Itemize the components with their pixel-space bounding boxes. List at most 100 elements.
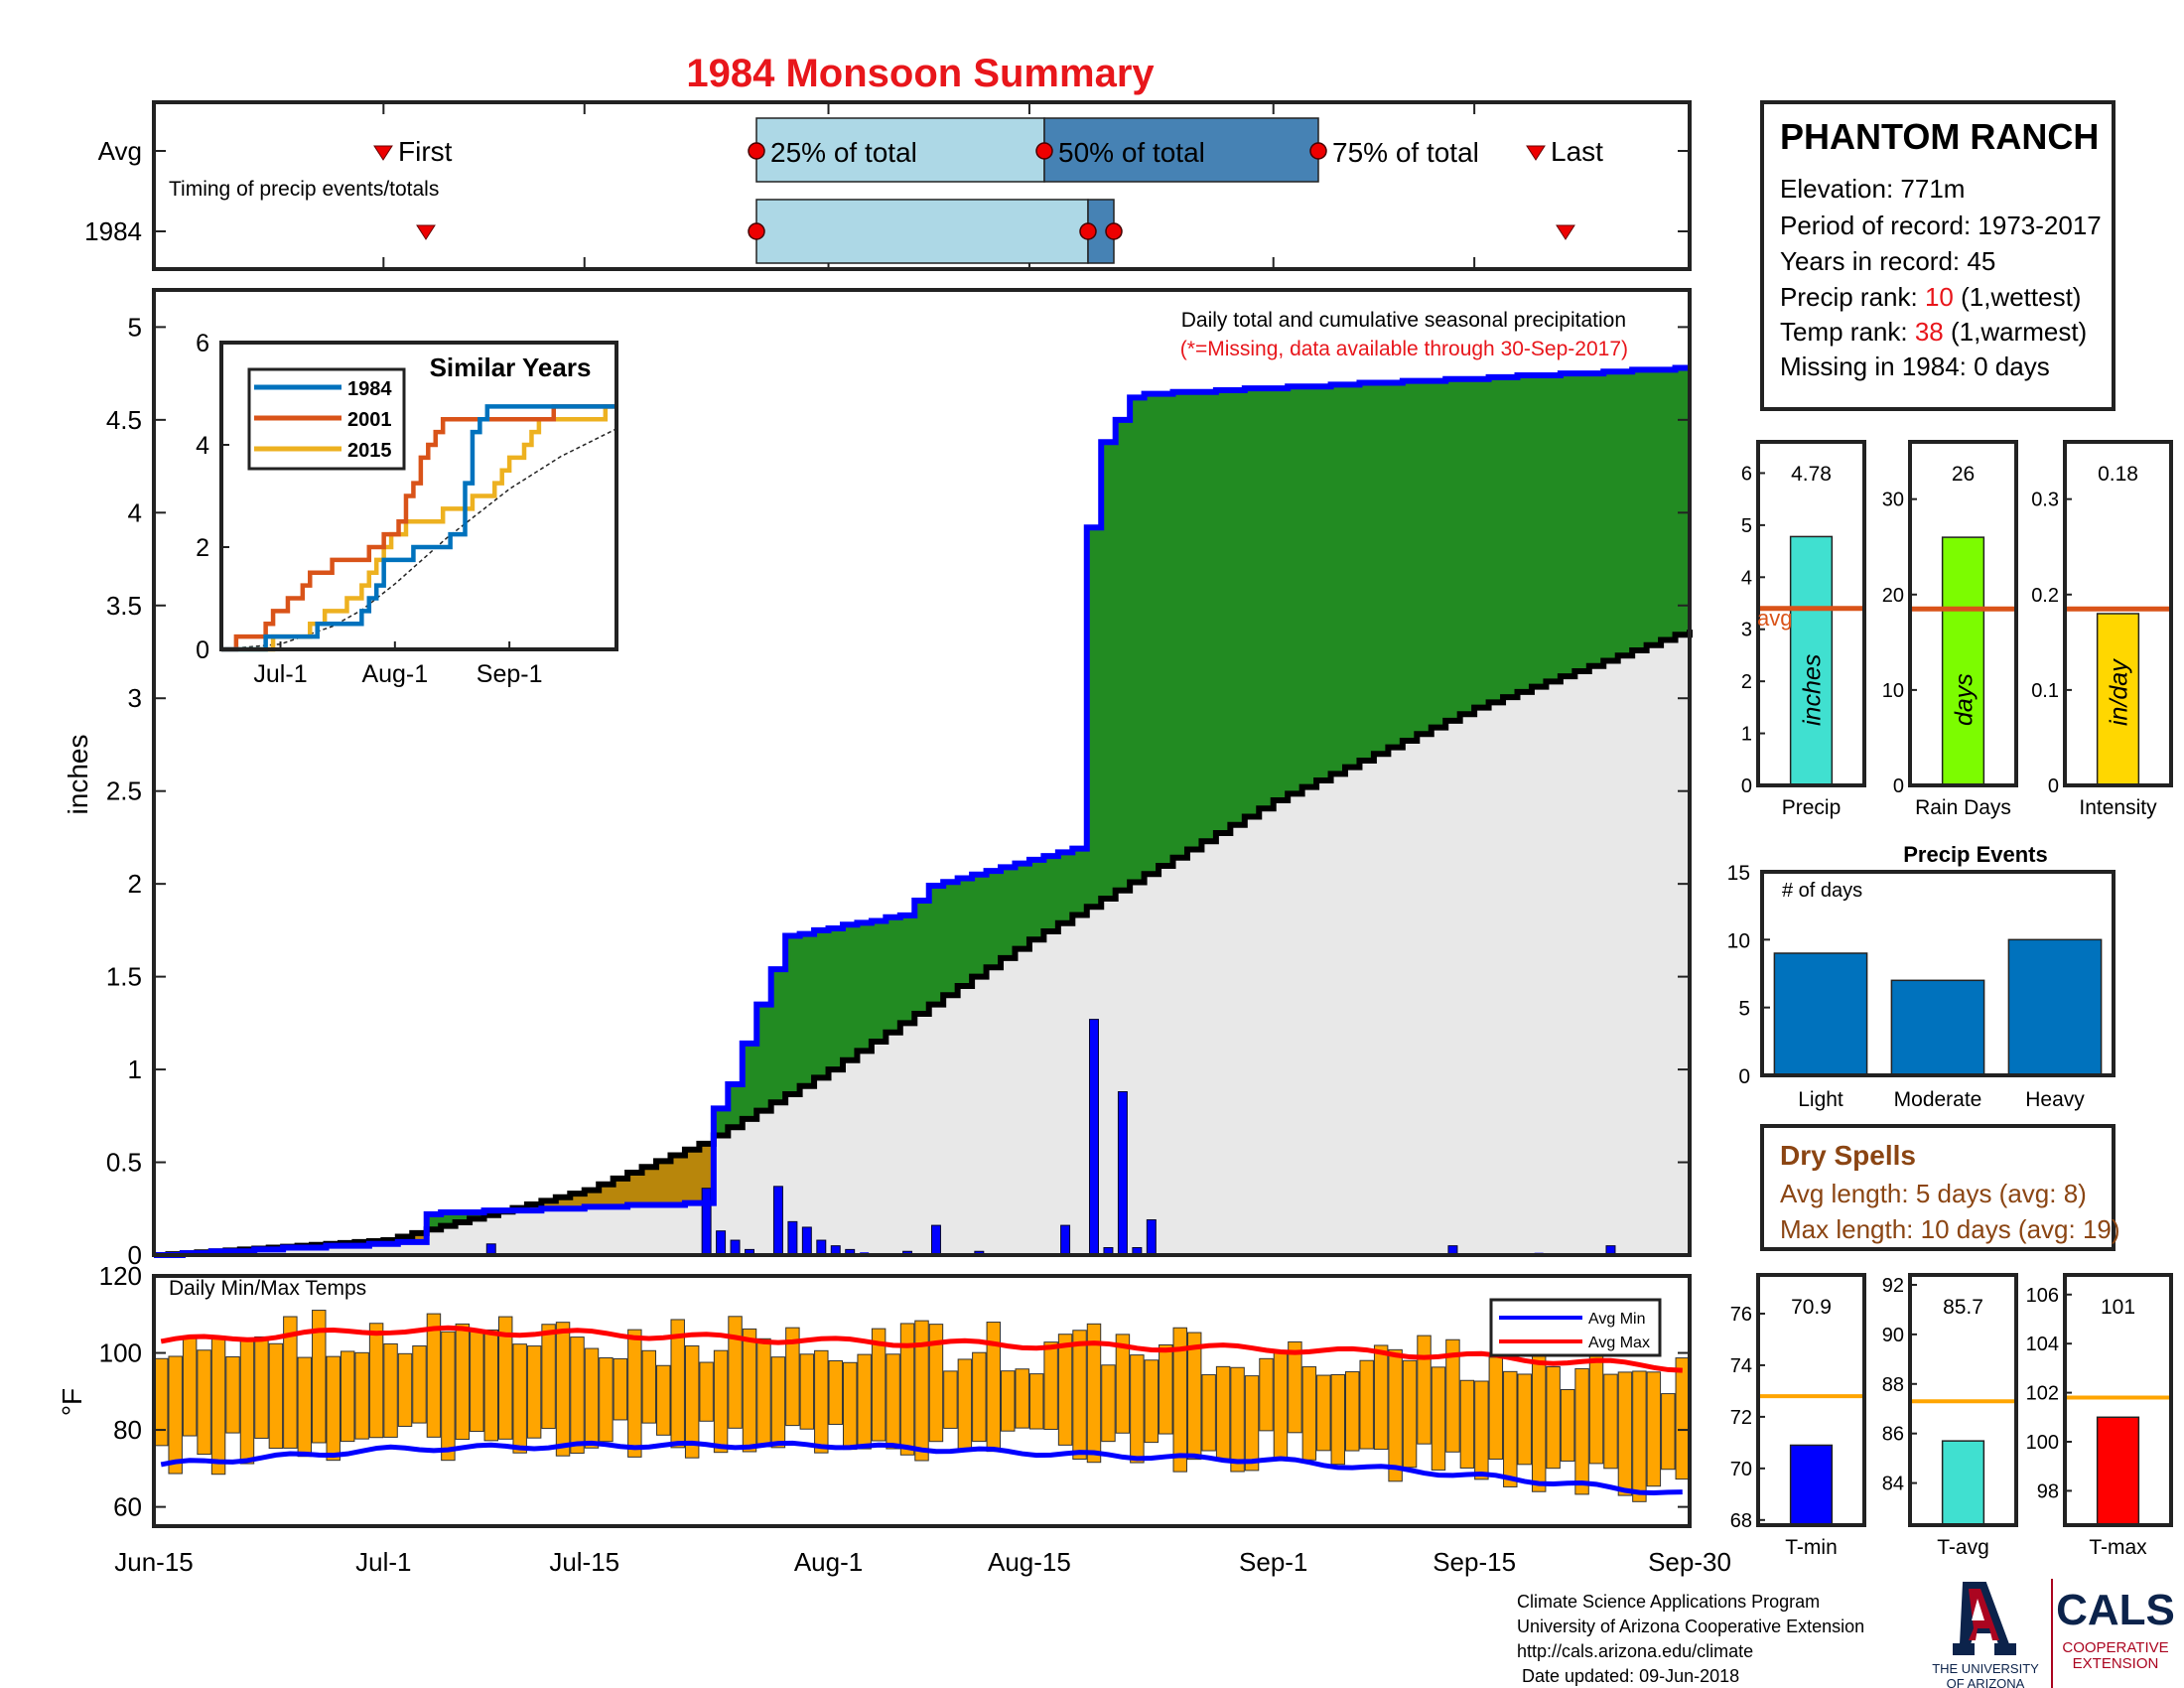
temps-y-axis-label: °F — [57, 1388, 87, 1416]
precip-y-tick: 0.5 — [106, 1148, 142, 1178]
daily-precip-bar — [1117, 1091, 1128, 1256]
daily-temp-bar — [197, 1349, 211, 1456]
intensity-summary: 0 0.1 0.2 0.3 0.18 Intensity in/day — [2031, 440, 2173, 819]
daily-precip-bar — [1146, 1218, 1157, 1256]
daily-temp-bar — [1273, 1350, 1289, 1461]
precip-summary-label: Precip — [1782, 796, 1842, 819]
daily-temp-bar — [383, 1342, 398, 1438]
inset-title: Similar Years — [430, 352, 592, 382]
dry-spells-panel: Dry Spells Avg length: 5 days (avg: 8) M… — [1760, 1124, 2120, 1251]
inset-y-tick: 4 — [196, 432, 209, 460]
daily-precip-bar — [930, 1224, 941, 1256]
precip-event-category: Heavy — [2025, 1088, 2085, 1111]
legend-avg-max: Avg Max — [1588, 1335, 1650, 1351]
legend-avg-min: Avg Min — [1588, 1311, 1646, 1328]
daily-precip-bar — [701, 1188, 712, 1256]
tavg-summary-bar — [1941, 1440, 1985, 1526]
precip-summary-unit: inches — [1799, 654, 1827, 726]
daily-temp-bar — [239, 1339, 255, 1465]
footer: Climate Science Applications Program Uni… — [1517, 1592, 1864, 1686]
daily-temp-bar — [914, 1320, 929, 1462]
daily-temp-bar — [656, 1364, 671, 1436]
avg-cumulative-line — [154, 630, 1693, 1258]
daily-temp-bar — [1675, 1357, 1691, 1480]
precip-y-tick: 1 — [128, 1055, 142, 1084]
events-ylabel: # of days — [1782, 880, 1862, 902]
daily-temp-bar — [599, 1356, 614, 1443]
daily-precip-bar — [787, 1220, 798, 1256]
daily-temp-bar — [326, 1355, 341, 1462]
daily-temp-bar — [340, 1350, 355, 1443]
dry-spells-max: Max length: 10 days (avg: 19) — [1780, 1214, 2120, 1244]
daily-temp-bar — [1517, 1373, 1532, 1466]
daily-temp-bar — [627, 1329, 642, 1458]
tavg-summary-value: 85.7 — [1943, 1296, 1983, 1319]
daily-temp-bar — [1474, 1380, 1489, 1480]
daily-temp-bar — [570, 1336, 585, 1455]
intensity-summary-unit: in/day — [2106, 658, 2133, 726]
daily-temp-bar — [1330, 1373, 1346, 1466]
rain-days-summary-value: 26 — [1952, 463, 1975, 486]
daily-temp-bar — [1130, 1354, 1145, 1464]
year-last-marker-icon — [1556, 224, 1575, 240]
daily-temp-bar — [1043, 1341, 1058, 1430]
daily-temp-bar — [684, 1344, 700, 1459]
daily-temp-bar — [1101, 1364, 1116, 1443]
avg-25-50-box — [755, 117, 1045, 183]
inset-y-tick: 6 — [196, 330, 209, 357]
daily-temp-bar — [828, 1359, 843, 1425]
daily-precip-bar — [801, 1226, 812, 1256]
daily-temp-bar — [1603, 1373, 1618, 1470]
daily-temp-bar — [268, 1342, 284, 1450]
rain-days-summary-y-tick: 0 — [1893, 775, 1904, 797]
daily-temp-bar — [1301, 1366, 1317, 1461]
daily-temp-bar — [857, 1353, 872, 1450]
daily-temp-bar — [1617, 1371, 1633, 1496]
avg-cumulative-area — [154, 630, 1690, 1255]
daily-temp-bar — [1459, 1379, 1475, 1469]
dry-spells-avg: Avg length: 5 days (avg: 8) — [1780, 1179, 2087, 1208]
temp-y-tick: 100 — [99, 1338, 142, 1368]
tmax-summary-y-tick: 98 — [2037, 1480, 2059, 1502]
rain-days-summary-y-tick: 30 — [1882, 490, 1904, 511]
tmax-summary-y-tick: 102 — [2026, 1383, 2059, 1405]
precip-y-tick: 3.5 — [106, 591, 142, 621]
legend-2001: 2001 — [347, 409, 392, 431]
inset-line-1984 — [221, 404, 616, 652]
tmax-summary-y-tick: 100 — [2026, 1432, 2059, 1454]
daily-temp-bar — [555, 1322, 571, 1457]
inset-x-tick: Aug-1 — [361, 660, 428, 688]
precip-y-tick: 5 — [128, 312, 142, 342]
x-tick-label: Jul-1 — [355, 1547, 411, 1577]
tavg-summary-label: T-avg — [1937, 1536, 1989, 1559]
intensity-summary-y-tick: 0 — [2048, 775, 2059, 797]
x-tick-label: Sep-30 — [1648, 1547, 1731, 1577]
daily-temp-bar — [1259, 1357, 1274, 1432]
figure-title: 1984 Monsoon Summary — [686, 52, 1155, 95]
daily-temp-bar — [670, 1319, 685, 1449]
tmax-summary-y-tick: 106 — [2026, 1285, 2059, 1307]
daily-temp-bar — [182, 1336, 198, 1437]
avg-first-marker-icon — [373, 145, 393, 161]
precip-summary-bar — [1789, 535, 1834, 786]
x-tick-label: Jul-15 — [549, 1547, 619, 1577]
station-period: Period of record: 1973-2017 — [1780, 211, 2102, 240]
daily-temp-bar — [168, 1355, 183, 1475]
daily-temp-bar — [1201, 1374, 1216, 1452]
tmax-summary-y-tick: 104 — [2026, 1334, 2059, 1355]
timing-note: Timing of precip events/totals — [169, 178, 439, 201]
year-cumulative-line — [154, 364, 1690, 1258]
tavg-summary-y-tick: 88 — [1882, 1374, 1904, 1396]
year-75-marker-icon — [1105, 222, 1123, 240]
daily-temp-bar — [368, 1323, 384, 1439]
events-y-tick: 5 — [1738, 998, 1750, 1021]
precip-event-bar — [2007, 938, 2103, 1076]
daily-temp-bar — [354, 1351, 369, 1440]
intensity-summary-y-tick: 0.1 — [2031, 680, 2059, 702]
temp-y-tick: 80 — [113, 1415, 142, 1445]
tmin-summary-y-tick: 70 — [1730, 1459, 1752, 1480]
daily-temp-bar — [1072, 1330, 1087, 1461]
avg-50-marker-icon — [1035, 142, 1053, 160]
daily-temp-bar — [1531, 1346, 1547, 1492]
